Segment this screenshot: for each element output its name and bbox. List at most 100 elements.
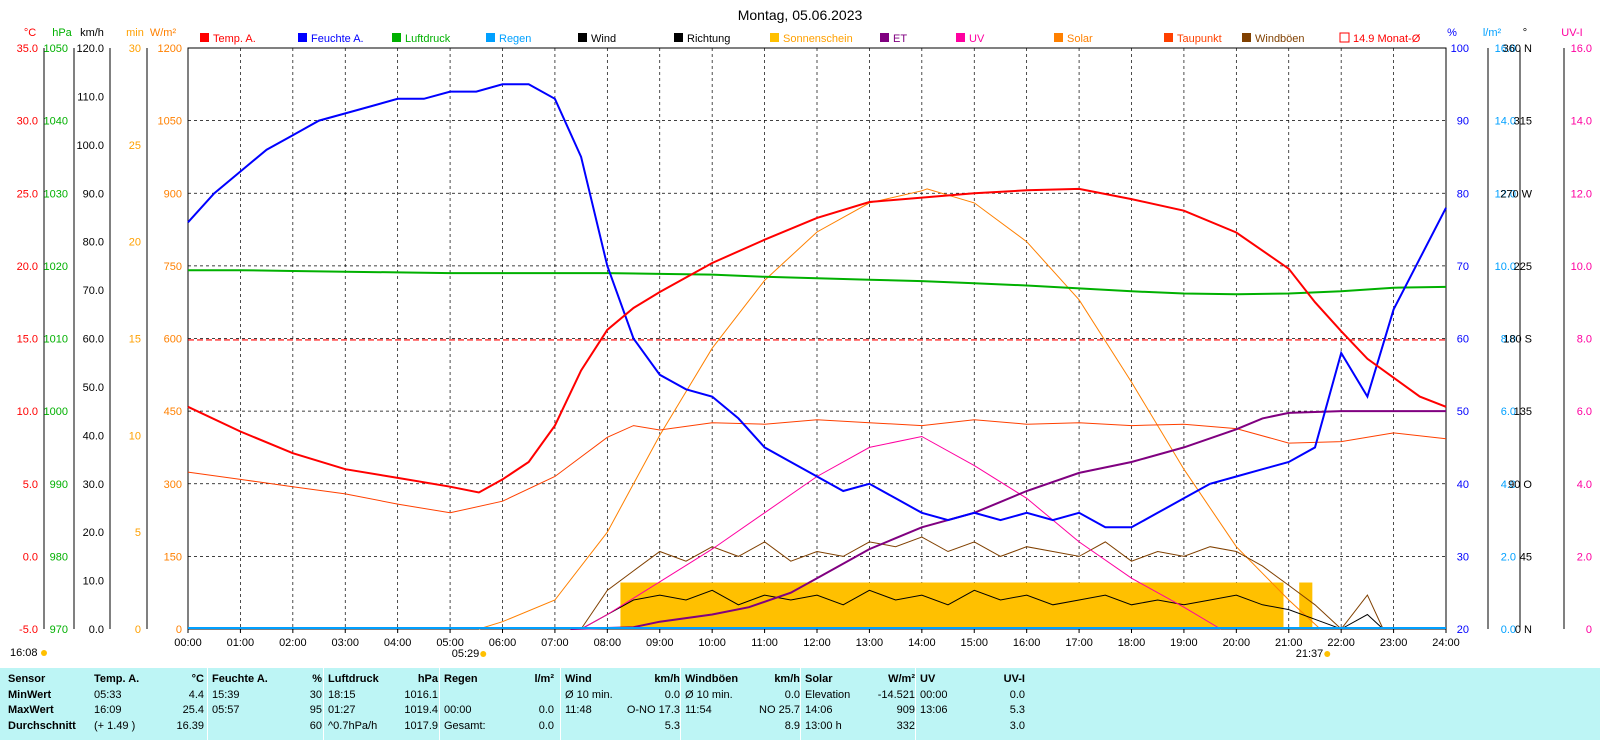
current-time: 16:08: [10, 647, 38, 659]
stats-group-unit: km/h: [654, 673, 680, 685]
y-tick-label: 1020: [44, 261, 68, 273]
stats-value: 909: [896, 704, 915, 716]
sunshine-bar: [620, 582, 1284, 629]
stats-time: Gesamt:: [444, 720, 486, 732]
y-tick-label: 40: [1457, 479, 1469, 491]
y-tick-label: 990: [50, 479, 68, 491]
stats-table: Sensor MinWert MaxWert Durchschnitt Temp. A.…: [0, 668, 1600, 740]
stats-time: 11:54: [685, 704, 712, 716]
series-line: [580, 536, 1384, 630]
y-tick-label: 0: [135, 624, 141, 636]
legend-swatch: [1164, 33, 1173, 42]
y-tick-label: 0.0: [89, 624, 104, 636]
y-tick-label: 5.0: [23, 479, 38, 491]
stats-row-label: MinWert: [8, 689, 52, 701]
x-tick-label: 12:00: [803, 637, 831, 649]
legend-label: Solar: [1067, 33, 1093, 45]
y-tick-label: 25: [129, 140, 141, 152]
x-tick-label: 23:00: [1380, 637, 1408, 649]
axis-unit-label: W/m²: [150, 27, 177, 39]
y-tick-label: 15.0: [17, 334, 38, 346]
stats-value: NO 25.7: [759, 704, 800, 716]
series-line: [580, 435, 1221, 630]
x-axis: 00:00 01:00 02:00 03:00 04:00 05:00 06:00 07:00…: [41, 629, 1460, 660]
series-line: [478, 188, 1321, 630]
y-tick-label: 360 N: [1503, 43, 1532, 55]
stats-value: 60: [309, 720, 322, 732]
stats-row-label: MaxWert: [8, 704, 54, 716]
stats-time: 01:27: [328, 704, 356, 716]
y-tick-label: 980: [50, 551, 68, 563]
stats-group-name: UV: [920, 673, 936, 685]
legend-swatch: [392, 33, 401, 42]
y-tick-label: 14.0: [1571, 116, 1592, 128]
series-line: [187, 187, 1447, 494]
stats-row-label: Durchschnitt: [8, 720, 76, 732]
y-tick-label: -5.0: [19, 624, 38, 636]
stats-value: O-NO 17.3: [626, 704, 680, 716]
stats-separator: [915, 668, 916, 740]
axis-unit-label: %: [1447, 27, 1457, 39]
stats-time: (+ 1.49 ): [94, 720, 136, 732]
x-tick-label: 18:00: [1118, 637, 1146, 649]
y-tick-label: 970: [50, 624, 68, 636]
stats-time: 14:06: [805, 704, 833, 716]
sunshine-bar: [1299, 582, 1313, 629]
legend-swatch: [956, 33, 965, 42]
axis-unit-label: UV-I: [1561, 27, 1582, 39]
y-tick-label: 0.0: [1501, 624, 1516, 636]
legend-swatch: [880, 33, 889, 42]
stats-group-unit: UV-I: [1003, 673, 1025, 685]
stats-separator: [439, 668, 440, 740]
legend-swatch: [674, 33, 683, 42]
stats-group-unit: %: [312, 673, 322, 685]
legend-label: Feuchte A.: [311, 33, 364, 45]
stats-group-name: Temp. A.: [94, 673, 140, 685]
y-tick-label: 90.0: [83, 188, 104, 200]
y-tick-label: 12.0: [1571, 188, 1592, 200]
stats-time: Ø 10 min.: [565, 689, 613, 701]
series-line: [188, 269, 1447, 296]
stats-value: -14.521: [877, 689, 915, 701]
y-tick-label: 8.0: [1577, 334, 1592, 346]
y-tick-label: 16.0: [1571, 43, 1592, 55]
stats-value: 0.0: [538, 704, 554, 716]
y-tick-label: 20.0: [17, 261, 38, 273]
x-tick-label: 00:00: [174, 637, 202, 649]
x-tick-label: 24:00: [1432, 637, 1460, 649]
stats-time: 16:09: [94, 704, 122, 716]
stats-time: 00:00: [444, 704, 472, 716]
legend-label: Richtung: [687, 33, 730, 45]
legend-swatch: [200, 33, 209, 42]
y-tick-label: 2.0: [1577, 551, 1592, 563]
stats-time: 05:33: [94, 689, 122, 701]
legend-item: ET: [880, 33, 907, 45]
y-tick-label: 20.0: [83, 527, 104, 539]
y-tick-label: 1200: [158, 43, 182, 55]
y-tick-label: 90: [1457, 116, 1469, 128]
legend-item: Luftdruck: [392, 33, 451, 45]
stats-time: 13:00 h: [805, 720, 842, 732]
axes: °C 35.0 30.0 25.0 20.0 15.0 10.0 5.0 0.0 -5.0 hPa 1…: [17, 27, 1592, 636]
chart-marks: [187, 83, 1447, 630]
stats-time: ^0.7hPa/h: [328, 720, 378, 732]
stats-value: 30: [309, 689, 322, 701]
legend-swatch: [770, 33, 779, 42]
stats-group-unit: W/m²: [888, 673, 915, 685]
legend-item: 14.9 Monat-Ø: [1339, 32, 1421, 45]
stats-time: Ø 10 min.: [685, 689, 733, 701]
legend-swatch: [1054, 33, 1063, 42]
y-tick-label: 20: [1457, 624, 1469, 636]
axis-unit-label: min: [126, 27, 144, 39]
x-tick-label: 08:00: [594, 637, 622, 649]
legend-item: Sonnenschein: [770, 33, 853, 45]
legend-item: Solar: [1054, 33, 1093, 45]
y-tick-label: 15: [129, 334, 141, 346]
stats-group-unit: hPa: [417, 673, 438, 685]
legend-swatch: [1242, 33, 1251, 42]
y-tick-label: 70: [1457, 261, 1469, 273]
sun-icon: [41, 650, 47, 656]
legend-swatch: [1339, 32, 1350, 43]
stats-value: 0.0: [1009, 689, 1025, 701]
y-tick-label: 180 S: [1503, 334, 1532, 346]
